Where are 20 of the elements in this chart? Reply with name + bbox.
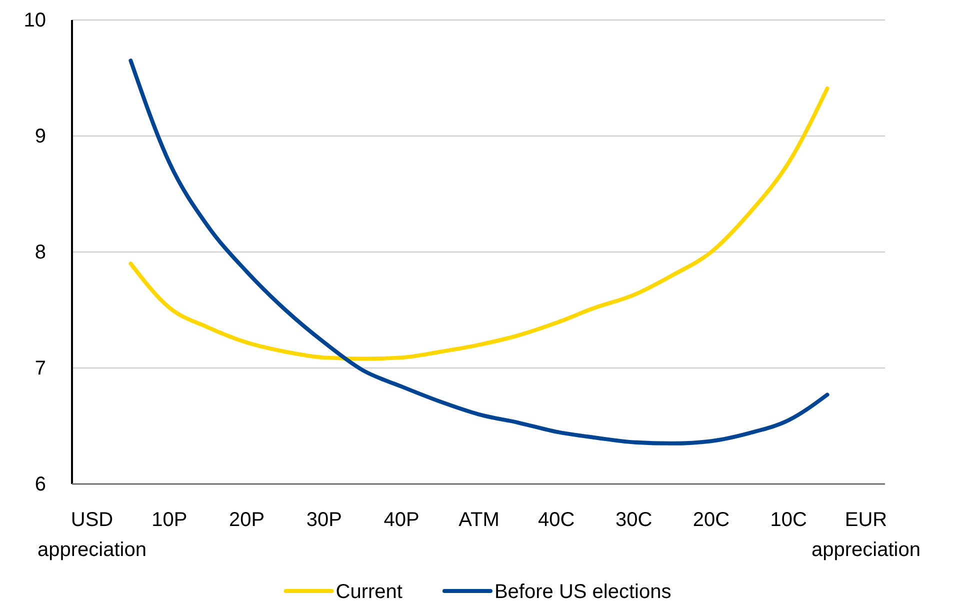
legend-label: Before US elections: [494, 581, 672, 603]
x-tick-label: 40P: [384, 509, 420, 531]
x-tick-label: 20C: [692, 509, 730, 531]
y-tick-label: 7: [34, 357, 46, 380]
x-tick-label: 10P: [152, 509, 188, 531]
x-tick-label: 30C: [615, 509, 652, 531]
x-tick-label: 30P: [306, 509, 342, 531]
x-tick-label: 20P: [229, 509, 265, 531]
x-tick-label: ATM: [458, 509, 500, 531]
y-tick-label: 9: [34, 125, 46, 148]
y-tick-label: 8: [34, 241, 46, 264]
x-tick-label: USD appreciation: [38, 509, 146, 561]
x-tick-label: EUR appreciation: [812, 509, 920, 561]
x-tick-label: 10C: [770, 509, 807, 531]
legend-label: Current: [336, 581, 403, 603]
y-tick-label: 10: [24, 9, 46, 32]
line-series: [128, 86, 830, 361]
line-series: [128, 58, 830, 446]
x-tick-label: 40C: [538, 509, 575, 531]
y-tick-label: 6: [34, 473, 46, 496]
